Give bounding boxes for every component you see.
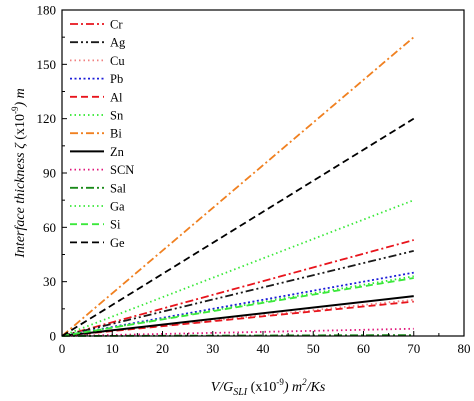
- series-line-ag: [61, 250, 414, 337]
- tick-layer: 0 10 20 30 40 50 60 70 80 0 30 60 90 120 150 180: [37, 3, 471, 357]
- x-axis-label: V/GSLI (x10-9) m2/Ks: [211, 377, 326, 398]
- legend-label-scn: SCN: [110, 163, 134, 177]
- legend-label-cr: Cr: [110, 18, 123, 32]
- x-tick-label: 60: [357, 341, 370, 356]
- y-tick-label: 150: [37, 57, 57, 72]
- y-tick-label: 180: [37, 3, 57, 18]
- x-tick-label: 30: [206, 341, 219, 356]
- y-axis-label: Interface thickness ζ (x10-9) m: [10, 88, 28, 258]
- x-tick-label: 50: [307, 341, 320, 356]
- x-tick-label: 70: [407, 341, 420, 356]
- legend-label-bi: Bi: [110, 127, 122, 141]
- legend-label-ga: Ga: [110, 200, 125, 214]
- legend-label-si: Si: [110, 218, 121, 232]
- series-line-si: [61, 277, 414, 337]
- y-tick-label: 60: [43, 220, 56, 235]
- x-tick-label: 0: [59, 341, 66, 356]
- y-tick-label: 120: [37, 111, 57, 126]
- x-tick-label: 40: [257, 341, 270, 356]
- series-line-zn: [61, 295, 414, 337]
- x-tick-label: 10: [106, 341, 119, 356]
- series-line-sal: [61, 334, 414, 337]
- series-line-cr: [61, 239, 414, 337]
- x-tick-label: 20: [156, 341, 169, 356]
- legend-label-cu: Cu: [110, 54, 125, 68]
- y-tick-label: 0: [50, 329, 57, 344]
- series-line-scn: [61, 327, 414, 337]
- y-tick-label: 30: [43, 274, 56, 289]
- legend-label-pb: Pb: [110, 72, 123, 86]
- legend-label-ge: Ge: [110, 236, 125, 250]
- legend-label-sn: Sn: [110, 109, 124, 123]
- series-layer: [61, 36, 415, 337]
- legend-label-zn: Zn: [110, 145, 125, 159]
- x-tick-label: 80: [458, 341, 471, 356]
- legend-label-sal: Sal: [110, 181, 127, 195]
- legend-label-al: Al: [110, 90, 123, 104]
- series-line-bi: [61, 36, 415, 337]
- series-line-ge: [61, 117, 415, 337]
- legend-label-ag: Ag: [110, 36, 126, 50]
- legend: Cr Ag Cu Pb Al Sn Bi Zn SCN Sal Ga Si Ge: [70, 18, 134, 250]
- y-tick-label: 90: [43, 166, 56, 181]
